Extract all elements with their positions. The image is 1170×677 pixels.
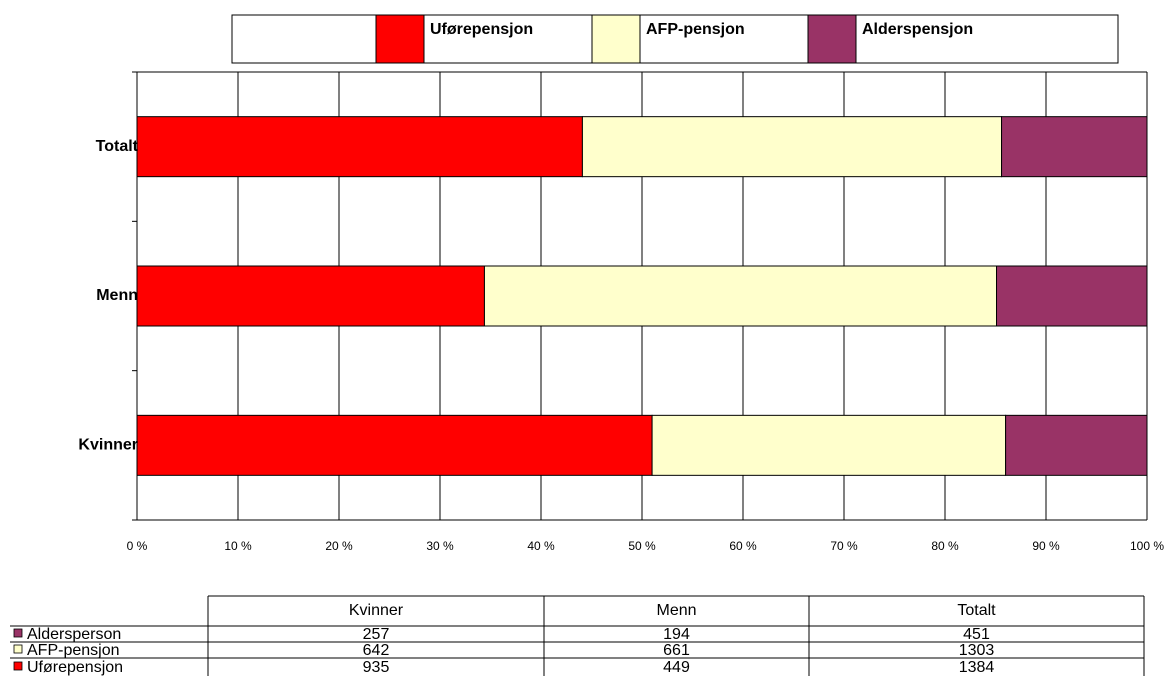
table-cell: 194	[663, 626, 690, 643]
x-tick-label: 100 %	[1130, 539, 1164, 553]
bar-segment	[581, 116, 1003, 178]
table-header: Menn	[656, 602, 696, 619]
bar-segment	[651, 414, 1007, 476]
y-tick-label: Menn	[96, 287, 138, 304]
table-swatch	[13, 661, 23, 671]
table-cell: 257	[363, 626, 390, 643]
table-swatch	[13, 628, 23, 638]
table-header: Totalt	[957, 602, 996, 619]
bar-segment	[136, 414, 653, 476]
y-tick-label: Totalt	[96, 138, 139, 155]
x-tick-label: 40 %	[527, 539, 555, 553]
legend-label: AFP-pensjon	[646, 21, 745, 38]
bar-segment	[1001, 116, 1148, 178]
table-cell: 1303	[959, 642, 995, 659]
bar-segment	[996, 265, 1148, 327]
x-tick-label: 70 %	[830, 539, 858, 553]
table-header: Kvinner	[349, 602, 404, 619]
x-tick-label: 60 %	[729, 539, 757, 553]
legend-swatch	[591, 14, 641, 64]
legend-label: Alderspensjon	[862, 21, 973, 38]
table-cell: 1384	[959, 659, 995, 676]
x-tick-label: 0 %	[127, 539, 148, 553]
table-row-label: Uførepensjon	[27, 659, 123, 676]
legend-swatch	[807, 14, 857, 64]
table-row-label: AFP-pensjon	[27, 642, 120, 659]
table-cell: 935	[363, 659, 390, 676]
table-cell: 451	[963, 626, 990, 643]
table-cell: 661	[663, 642, 690, 659]
x-tick-label: 30 %	[426, 539, 454, 553]
x-tick-label: 20 %	[325, 539, 353, 553]
bar-segment	[136, 116, 583, 178]
bar-segment	[1005, 414, 1148, 476]
table-cell: 642	[363, 642, 390, 659]
legend-swatch	[375, 14, 425, 64]
table-swatch	[13, 644, 23, 654]
x-tick-label: 90 %	[1032, 539, 1060, 553]
table-row-label: Aldersperson	[27, 626, 121, 643]
y-tick-label: Kvinner	[78, 437, 138, 454]
x-tick-label: 10 %	[224, 539, 252, 553]
x-tick-label: 50 %	[628, 539, 656, 553]
bar-segment	[136, 265, 485, 327]
table-cell: 449	[663, 659, 690, 676]
x-tick-label: 80 %	[931, 539, 959, 553]
legend-label: Uførepensjon	[430, 21, 533, 38]
bar-segment	[483, 265, 998, 327]
